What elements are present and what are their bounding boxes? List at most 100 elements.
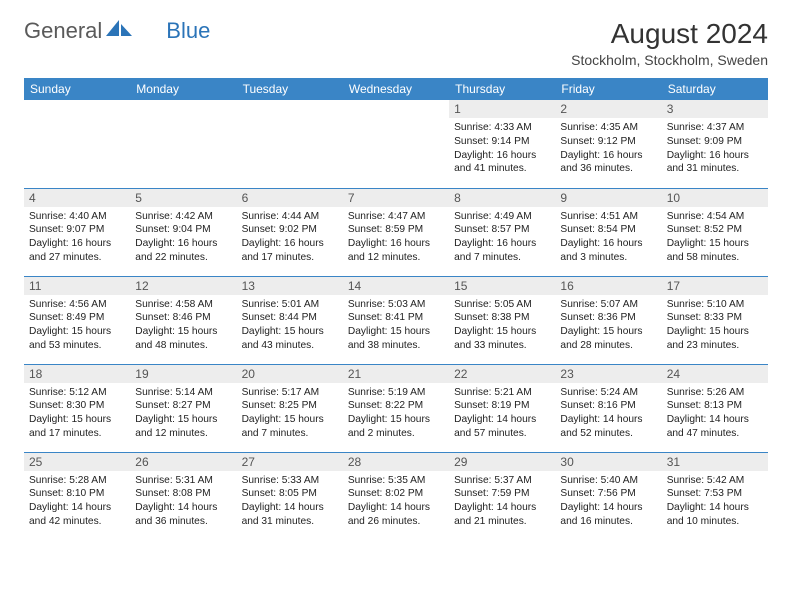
day-number: 3 (662, 100, 768, 118)
day-info: Sunrise: 4:54 AMSunset: 8:52 PMDaylight:… (662, 207, 768, 269)
day-number: 15 (449, 277, 555, 295)
day-number: 24 (662, 365, 768, 383)
day-number: 18 (24, 365, 130, 383)
calendar-cell: 3Sunrise: 4:37 AMSunset: 9:09 PMDaylight… (662, 100, 768, 188)
day-number: 22 (449, 365, 555, 383)
day-info: Sunrise: 5:14 AMSunset: 8:27 PMDaylight:… (130, 383, 236, 445)
day-info: Sunrise: 5:26 AMSunset: 8:13 PMDaylight:… (662, 383, 768, 445)
day-info: Sunrise: 4:33 AMSunset: 9:14 PMDaylight:… (449, 118, 555, 180)
day-info: Sunrise: 4:58 AMSunset: 8:46 PMDaylight:… (130, 295, 236, 357)
calendar-cell: 14Sunrise: 5:03 AMSunset: 8:41 PMDayligh… (343, 276, 449, 364)
calendar-cell: 27Sunrise: 5:33 AMSunset: 8:05 PMDayligh… (237, 452, 343, 540)
day-number: 10 (662, 189, 768, 207)
day-number: 28 (343, 453, 449, 471)
brand-logo: General Blue (24, 18, 210, 44)
calendar-cell: 19Sunrise: 5:14 AMSunset: 8:27 PMDayligh… (130, 364, 236, 452)
calendar-cell: 12Sunrise: 4:58 AMSunset: 8:46 PMDayligh… (130, 276, 236, 364)
calendar-cell: 24Sunrise: 5:26 AMSunset: 8:13 PMDayligh… (662, 364, 768, 452)
calendar-cell: 6Sunrise: 4:44 AMSunset: 9:02 PMDaylight… (237, 188, 343, 276)
brand-blue: Blue (166, 18, 210, 44)
day-number: 14 (343, 277, 449, 295)
day-info: Sunrise: 5:07 AMSunset: 8:36 PMDaylight:… (555, 295, 661, 357)
location: Stockholm, Stockholm, Sweden (571, 52, 768, 68)
day-info: Sunrise: 4:35 AMSunset: 9:12 PMDaylight:… (555, 118, 661, 180)
calendar-cell: 26Sunrise: 5:31 AMSunset: 8:08 PMDayligh… (130, 452, 236, 540)
day-info: Sunrise: 5:33 AMSunset: 8:05 PMDaylight:… (237, 471, 343, 533)
calendar-cell: 15Sunrise: 5:05 AMSunset: 8:38 PMDayligh… (449, 276, 555, 364)
calendar-cell: 13Sunrise: 5:01 AMSunset: 8:44 PMDayligh… (237, 276, 343, 364)
weekday-header: Tuesday (237, 78, 343, 100)
calendar-week-row: 1Sunrise: 4:33 AMSunset: 9:14 PMDaylight… (24, 100, 768, 188)
calendar-cell: 10Sunrise: 4:54 AMSunset: 8:52 PMDayligh… (662, 188, 768, 276)
day-number: 30 (555, 453, 661, 471)
calendar-cell: 16Sunrise: 5:07 AMSunset: 8:36 PMDayligh… (555, 276, 661, 364)
day-info: Sunrise: 5:01 AMSunset: 8:44 PMDaylight:… (237, 295, 343, 357)
day-info: Sunrise: 4:40 AMSunset: 9:07 PMDaylight:… (24, 207, 130, 269)
day-info: Sunrise: 4:49 AMSunset: 8:57 PMDaylight:… (449, 207, 555, 269)
calendar-body: 1Sunrise: 4:33 AMSunset: 9:14 PMDaylight… (24, 100, 768, 540)
day-number: 27 (237, 453, 343, 471)
calendar-cell: 17Sunrise: 5:10 AMSunset: 8:33 PMDayligh… (662, 276, 768, 364)
weekday-header-row: SundayMondayTuesdayWednesdayThursdayFrid… (24, 78, 768, 100)
day-info: Sunrise: 4:47 AMSunset: 8:59 PMDaylight:… (343, 207, 449, 269)
day-info: Sunrise: 5:28 AMSunset: 8:10 PMDaylight:… (24, 471, 130, 533)
day-info: Sunrise: 5:10 AMSunset: 8:33 PMDaylight:… (662, 295, 768, 357)
calendar-cell (343, 100, 449, 188)
day-number: 20 (237, 365, 343, 383)
day-number: 21 (343, 365, 449, 383)
day-info: Sunrise: 5:37 AMSunset: 7:59 PMDaylight:… (449, 471, 555, 533)
calendar-cell: 5Sunrise: 4:42 AMSunset: 9:04 PMDaylight… (130, 188, 236, 276)
day-info: Sunrise: 4:44 AMSunset: 9:02 PMDaylight:… (237, 207, 343, 269)
day-number: 13 (237, 277, 343, 295)
calendar-cell: 7Sunrise: 4:47 AMSunset: 8:59 PMDaylight… (343, 188, 449, 276)
weekday-header: Wednesday (343, 78, 449, 100)
calendar-cell: 29Sunrise: 5:37 AMSunset: 7:59 PMDayligh… (449, 452, 555, 540)
calendar-cell: 18Sunrise: 5:12 AMSunset: 8:30 PMDayligh… (24, 364, 130, 452)
day-info: Sunrise: 5:42 AMSunset: 7:53 PMDaylight:… (662, 471, 768, 533)
calendar-cell: 1Sunrise: 4:33 AMSunset: 9:14 PMDaylight… (449, 100, 555, 188)
calendar-cell (130, 100, 236, 188)
calendar-cell: 11Sunrise: 4:56 AMSunset: 8:49 PMDayligh… (24, 276, 130, 364)
month-title: August 2024 (571, 18, 768, 50)
day-number: 9 (555, 189, 661, 207)
day-number: 1 (449, 100, 555, 118)
day-info: Sunrise: 5:40 AMSunset: 7:56 PMDaylight:… (555, 471, 661, 533)
calendar-week-row: 25Sunrise: 5:28 AMSunset: 8:10 PMDayligh… (24, 452, 768, 540)
day-number: 16 (555, 277, 661, 295)
day-info: Sunrise: 5:03 AMSunset: 8:41 PMDaylight:… (343, 295, 449, 357)
day-number: 4 (24, 189, 130, 207)
day-number: 31 (662, 453, 768, 471)
day-number: 8 (449, 189, 555, 207)
calendar-cell: 23Sunrise: 5:24 AMSunset: 8:16 PMDayligh… (555, 364, 661, 452)
day-info: Sunrise: 4:37 AMSunset: 9:09 PMDaylight:… (662, 118, 768, 180)
day-number: 23 (555, 365, 661, 383)
calendar-week-row: 11Sunrise: 4:56 AMSunset: 8:49 PMDayligh… (24, 276, 768, 364)
calendar-cell: 20Sunrise: 5:17 AMSunset: 8:25 PMDayligh… (237, 364, 343, 452)
calendar-cell: 25Sunrise: 5:28 AMSunset: 8:10 PMDayligh… (24, 452, 130, 540)
day-info: Sunrise: 4:56 AMSunset: 8:49 PMDaylight:… (24, 295, 130, 357)
day-info: Sunrise: 5:31 AMSunset: 8:08 PMDaylight:… (130, 471, 236, 533)
calendar-cell: 2Sunrise: 4:35 AMSunset: 9:12 PMDaylight… (555, 100, 661, 188)
calendar-week-row: 4Sunrise: 4:40 AMSunset: 9:07 PMDaylight… (24, 188, 768, 276)
calendar-cell: 28Sunrise: 5:35 AMSunset: 8:02 PMDayligh… (343, 452, 449, 540)
title-block: August 2024 Stockholm, Stockholm, Sweden (571, 18, 768, 68)
day-number: 11 (24, 277, 130, 295)
day-info: Sunrise: 5:24 AMSunset: 8:16 PMDaylight:… (555, 383, 661, 445)
weekday-header: Saturday (662, 78, 768, 100)
calendar-cell: 30Sunrise: 5:40 AMSunset: 7:56 PMDayligh… (555, 452, 661, 540)
weekday-header: Monday (130, 78, 236, 100)
day-info: Sunrise: 5:35 AMSunset: 8:02 PMDaylight:… (343, 471, 449, 533)
weekday-header: Thursday (449, 78, 555, 100)
weekday-header: Sunday (24, 78, 130, 100)
calendar-cell: 21Sunrise: 5:19 AMSunset: 8:22 PMDayligh… (343, 364, 449, 452)
day-number: 19 (130, 365, 236, 383)
day-info: Sunrise: 5:12 AMSunset: 8:30 PMDaylight:… (24, 383, 130, 445)
day-info: Sunrise: 5:19 AMSunset: 8:22 PMDaylight:… (343, 383, 449, 445)
day-number: 26 (130, 453, 236, 471)
day-info: Sunrise: 4:51 AMSunset: 8:54 PMDaylight:… (555, 207, 661, 269)
day-number: 17 (662, 277, 768, 295)
day-number: 12 (130, 277, 236, 295)
day-info: Sunrise: 5:17 AMSunset: 8:25 PMDaylight:… (237, 383, 343, 445)
day-number: 29 (449, 453, 555, 471)
header: General Blue August 2024 Stockholm, Stoc… (24, 18, 768, 68)
